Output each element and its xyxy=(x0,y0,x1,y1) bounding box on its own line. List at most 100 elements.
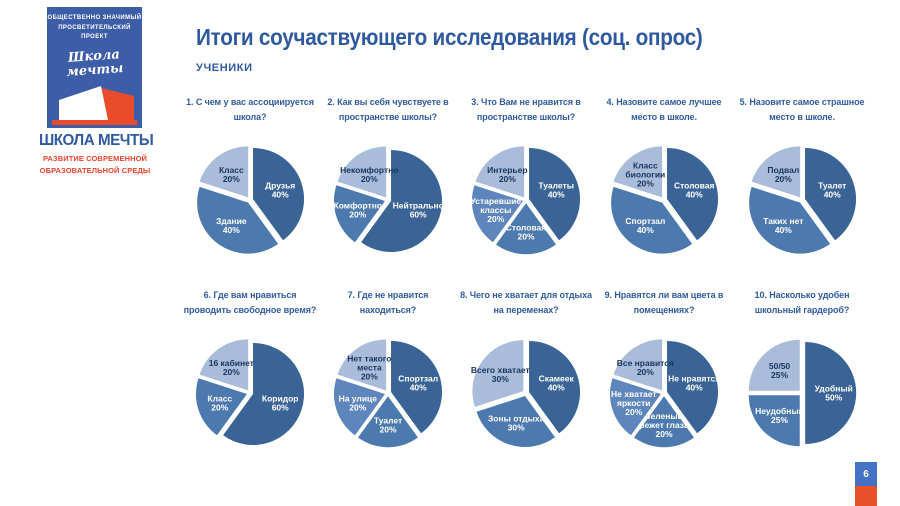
charts-grid: 1. С чем у вас ассоциируется школа? Друзь… xyxy=(181,95,871,464)
slice-label: Всего хватает 30% xyxy=(471,365,530,384)
slice-label: Интерьер 20% xyxy=(487,165,527,184)
pie-slice xyxy=(613,146,663,198)
slice-label: Таких нет 40% xyxy=(763,216,803,235)
pie: Не нравятся 40% Зеленый режет глаза 20%Не хв… xyxy=(609,339,720,448)
pie: Друзья 40% Здание 40% Класс 20% xyxy=(197,146,305,254)
pie-slice xyxy=(197,186,279,254)
pie-slice xyxy=(472,340,524,407)
slice-label: Туалет 40% xyxy=(818,181,846,200)
pie-chart-10: 10. Насколько удобен школьный гардероб? У… xyxy=(733,288,871,464)
pie-slice xyxy=(751,146,801,198)
chart-title: 8. Чего не хватает для отдыха на перемен… xyxy=(460,290,592,316)
pie-slice xyxy=(529,341,581,434)
pie-slice xyxy=(195,378,247,436)
slice-label: Комфортно 20% xyxy=(334,200,383,219)
pie-slice xyxy=(337,146,387,198)
chart-title: 6. Где вам нравиться проводить свободное… xyxy=(183,290,317,316)
slice-label: Устаревшие классы 20% xyxy=(471,196,522,224)
slice-label: Класс 20% xyxy=(219,165,244,184)
brand-subtitle: РАЗВИТИЕ СОВРЕМЕННОЙ ОБРАЗОВАТЕЛЬНОЙ СРЕ… xyxy=(30,153,160,176)
slice-label: Столовая 20% xyxy=(506,222,546,241)
pie: Туалеты 40% Столовая 20%Устаревшие классы 20%… xyxy=(471,146,581,255)
pie: Коридор 60% Класс 20% 16 кабинет 20% xyxy=(195,339,305,445)
pie-slice xyxy=(667,341,719,434)
slice-label: Коридор 60% xyxy=(262,393,299,412)
pie-slice xyxy=(749,186,831,254)
pie-chart-7: 7. Где не нравится находиться? Спортзал 40… xyxy=(319,288,457,464)
brand-subtitle-line1: РАЗВИТИЕ СОВРЕМЕННОЙ xyxy=(42,154,148,163)
project-label-line1: ОБЩЕСТВЕННО ЗНАЧИМЫЙ xyxy=(47,15,142,21)
slice-label: Зоны отдыха 30% xyxy=(488,414,545,433)
slice-label: Не нравятся 40% xyxy=(668,374,720,393)
slice-label: 16 кабинет 20% xyxy=(209,358,254,377)
logo-box: ОБЩЕСТВЕННО ЗНАЧИМЫЙ ПРОСВЕТИТЕЛЬСКИЙ ПР… xyxy=(47,7,142,128)
pie-slice xyxy=(667,148,719,241)
brand-title: ШКОЛА МЕЧТЫ xyxy=(38,132,154,149)
pie-slice xyxy=(748,339,800,391)
slice-label: На улице 20% xyxy=(339,393,378,412)
chart-title: 1. С чем у вас ассоциируется школа? xyxy=(186,97,314,123)
pie: Спортзал 40% Туалет 20% На улице 20% Нет таког… xyxy=(333,339,443,448)
pie-chart-2: 2. Как вы себя чувствуете в пространстве… xyxy=(319,95,457,271)
pie-slice xyxy=(199,339,249,391)
slice-label: Туалеты 40% xyxy=(538,181,574,200)
chart-title: 5. Назовите самое страшное место в школе… xyxy=(739,97,865,123)
slice-label: Подвал 20% xyxy=(767,165,799,184)
slice-label: Не хватает яркости 20% xyxy=(611,389,656,417)
pie: Нейтрально 60% Комфортно 20% Некомфортно 20% xyxy=(333,146,444,252)
slice-label: Некомфортно 20% xyxy=(340,165,398,184)
pie-slice xyxy=(199,146,249,198)
slice-label: Нет такого места 20% xyxy=(347,353,391,381)
chart-title: 3. Что Вам не нравится в пространстве шк… xyxy=(471,97,581,123)
pie: Удобный 50% Неудобный 25% 50/50 25% xyxy=(748,339,857,447)
pie: Столовая 40% Спортзал 40% Класс биологии 20% xyxy=(611,146,719,254)
slice-label: Класс 20% xyxy=(207,393,232,412)
slice-label: Удобный 50% xyxy=(815,384,853,403)
pie-slice xyxy=(475,146,525,198)
pie-slice xyxy=(529,148,581,241)
pie-slice xyxy=(333,185,385,243)
slice-label: Столовая 40% xyxy=(674,181,714,200)
pie-slice xyxy=(613,339,663,391)
school-building-icon xyxy=(52,86,137,125)
logo-script: Школа мечты xyxy=(46,47,143,82)
page-title: Итоги соучаствующего исследования (соц. … xyxy=(196,24,703,50)
pie-slice xyxy=(391,341,443,434)
slice-label: Туалет 20% xyxy=(374,415,402,434)
pie-slice xyxy=(361,149,443,252)
pie: Туалет 40% Таких нет 40% Подвал 20% xyxy=(749,146,857,254)
pie: Скамеек 40% Зоны отдыха 30% Всего хватает 30% xyxy=(471,340,581,448)
slice-label: Класс биологии 20% xyxy=(625,160,665,188)
slice-label: Спортзал 40% xyxy=(398,374,438,393)
pie-slice xyxy=(496,203,556,255)
slice-label: Скамеек 40% xyxy=(539,374,575,393)
slice-label: Спортзал 40% xyxy=(625,216,665,235)
pie-chart-9: 9. Нравятся ли вам цвета в помещениях? Не… xyxy=(595,288,733,464)
page-subtitle: УЧЕНИКИ xyxy=(196,62,253,74)
slice-label: Нейтрально 60% xyxy=(393,200,444,219)
project-label: ОБЩЕСТВЕННО ЗНАЧИМЫЙ ПРОСВЕТИТЕЛЬСКИЙ ПР… xyxy=(47,14,142,43)
pie-chart-3: 3. Что Вам не нравится в пространстве шк… xyxy=(457,95,595,271)
pie-slice xyxy=(609,378,661,436)
pie-slice xyxy=(253,148,305,241)
pie-slice xyxy=(611,186,693,254)
chart-title: 2. Как вы себя чувствуете в пространстве… xyxy=(327,97,449,123)
pie-chart-5: 5. Назовите самое страшное место в школе… xyxy=(733,95,871,271)
slice-label: Неудобный 25% xyxy=(755,406,804,425)
slice-label: Зеленый режет глаза 20% xyxy=(639,411,689,439)
slice-label: Все нравится 20% xyxy=(617,358,674,377)
pie-slice xyxy=(358,396,418,448)
pie-chart-1: 1. С чем у вас ассоциируется школа? Друзь… xyxy=(181,95,319,271)
slice-label: 50/50 25% xyxy=(769,361,791,380)
pie-chart-8: 8. Чего не хватает для отдыха на перемен… xyxy=(457,288,595,464)
pie-slice xyxy=(337,339,387,391)
pie-chart-6: 6. Где вам нравиться проводить свободное… xyxy=(181,288,319,464)
pie-slice xyxy=(471,185,523,243)
pie-slice xyxy=(748,395,800,447)
chart-title: 10. Насколько удобен школьный гардероб? xyxy=(754,290,850,316)
pie-chart-4: 4. Назовите самое лучшее место в школе. С… xyxy=(595,95,733,271)
pie-slice xyxy=(223,342,305,445)
slice-label: Друзья 40% xyxy=(265,181,295,200)
chart-title: 7. Где не нравится находиться? xyxy=(347,290,429,316)
